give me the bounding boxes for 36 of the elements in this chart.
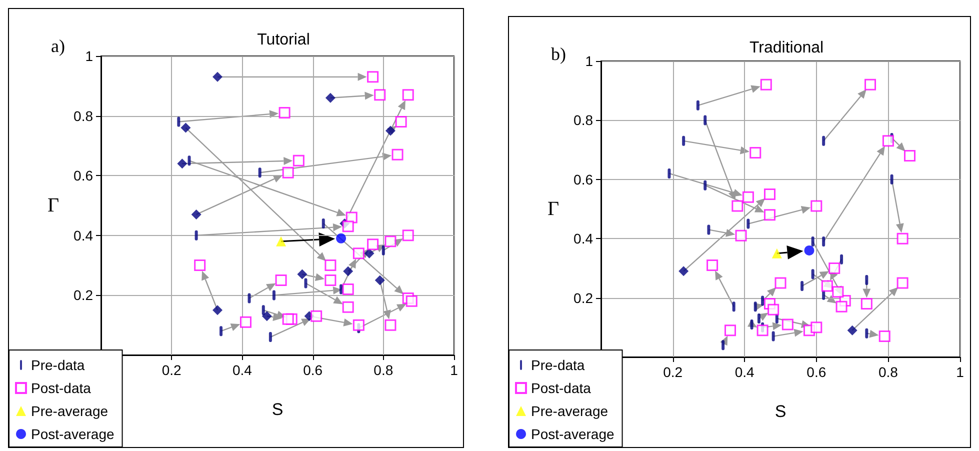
x-tick-label: 0.6 (806, 364, 826, 380)
x-tick-label: 0.8 (374, 362, 394, 378)
legend-label: Pre-data (31, 357, 85, 373)
x-tick-label: 0.4 (232, 362, 252, 378)
x-tick-label: 0.8 (878, 364, 898, 380)
y-tick-label: 0.4 (574, 230, 594, 247)
legend-label: Pre-data (531, 357, 585, 373)
legend-label: Post-data (531, 380, 592, 396)
legend-label: Post-average (531, 426, 614, 442)
y-tick-label: 0.6 (74, 168, 94, 184)
chart-title: Tutorial (257, 32, 310, 48)
y-axis-title: Γ (47, 194, 59, 216)
text: a) (51, 36, 65, 56)
legend-label: Post-average (31, 426, 114, 442)
text: b) (551, 44, 566, 64)
legend-label: Post-data (31, 380, 92, 396)
y-tick-label: 0.4 (74, 227, 94, 244)
x-tick-label: 1 (956, 364, 964, 380)
x-tick-label: 1 (450, 362, 458, 378)
x-tick-label: 0.4 (734, 364, 755, 380)
y-tick-label: 0.2 (574, 290, 594, 306)
legend-label: Pre-average (31, 403, 108, 419)
y-tick-label: 0.8 (574, 112, 594, 128)
y-tick-label: 0.2 (74, 287, 94, 304)
chart-title: Traditional (749, 40, 824, 56)
legend-label: Pre-average (531, 403, 608, 419)
x-axis-title: S (774, 402, 786, 421)
y-tick-label: 0.8 (74, 108, 94, 124)
y-tick-label: 1 (585, 53, 594, 69)
x-axis-title: S (272, 400, 284, 419)
y-tick-label: 0.6 (574, 171, 594, 188)
y-tick-label: 1 (85, 48, 94, 64)
x-tick-label: 0.2 (663, 364, 683, 380)
x-tick-label: 0.2 (162, 362, 182, 378)
y-axis-title: Γ (547, 198, 559, 220)
x-tick-label: 0.6 (303, 362, 323, 378)
